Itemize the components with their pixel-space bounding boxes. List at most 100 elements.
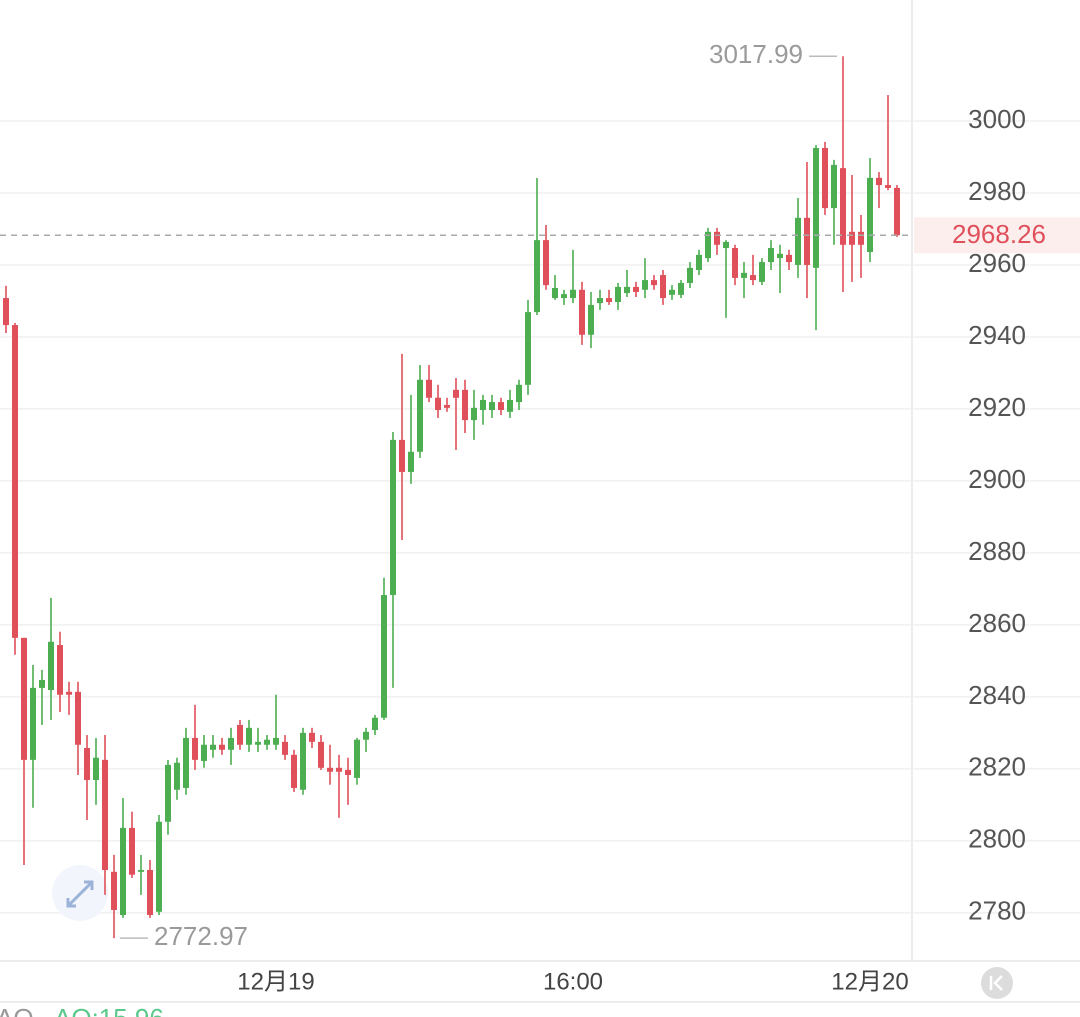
candle-body — [327, 767, 333, 772]
x-tick-label: 16:00 — [543, 968, 603, 995]
candle-body — [606, 298, 612, 303]
candle-body — [129, 827, 135, 875]
candle-body — [750, 275, 756, 281]
candle-body — [507, 399, 513, 412]
candle-body — [75, 691, 81, 745]
min-label: 2772.97 — [154, 921, 248, 951]
candle-body — [795, 217, 801, 265]
candle-body — [102, 759, 108, 871]
y-tick-label: 3000 — [968, 104, 1026, 134]
candle-body — [21, 637, 27, 760]
candle-body — [831, 164, 837, 209]
candle-body — [561, 294, 567, 299]
candle-body — [588, 304, 594, 335]
candle-body — [804, 217, 810, 265]
candle-body — [408, 451, 414, 472]
candle-body — [525, 312, 531, 385]
candle-body — [156, 821, 162, 912]
back-icon — [989, 975, 1003, 991]
candle-body — [3, 298, 9, 326]
candle-body — [597, 298, 603, 304]
candle-body — [669, 289, 675, 295]
candle-body — [570, 289, 576, 299]
y-tick-label: 2900 — [968, 464, 1026, 494]
candle-body — [57, 645, 63, 695]
candle-body — [885, 185, 891, 188]
indicator-name: AO — [0, 1003, 34, 1017]
candle-body — [489, 402, 495, 411]
candle-body — [255, 741, 261, 745]
candle-body — [480, 399, 486, 411]
x-tick-label: 12月19 — [237, 968, 314, 995]
candle-body — [363, 731, 369, 740]
y-tick-label: 2940 — [968, 320, 1026, 350]
candle-body — [453, 389, 459, 398]
candle-body — [876, 177, 882, 186]
candle-body — [417, 379, 423, 452]
candle-body — [894, 187, 900, 236]
y-tick-label: 2780 — [968, 896, 1026, 926]
candle-body — [183, 737, 189, 788]
candle-body — [219, 744, 225, 750]
y-tick-label: 2800 — [968, 824, 1026, 854]
candle-body — [345, 769, 351, 775]
candle-body — [786, 254, 792, 263]
candle-body — [354, 739, 360, 778]
candle-body — [759, 262, 765, 282]
candle-body — [732, 248, 738, 278]
candle-body — [579, 289, 585, 335]
candle-body — [426, 379, 432, 398]
candle-body — [246, 727, 252, 745]
candle-body — [381, 595, 387, 718]
candle-body — [12, 325, 18, 638]
candle-body — [48, 641, 54, 691]
candle-body — [372, 717, 378, 730]
candle-body — [705, 231, 711, 259]
candle-body — [651, 280, 657, 286]
candle-body — [111, 871, 117, 910]
candle-body — [858, 231, 864, 245]
candle-body — [777, 253, 783, 259]
candle-body — [165, 764, 171, 822]
candle-body — [282, 741, 288, 755]
y-tick-label: 2820 — [968, 752, 1026, 782]
candle-body — [399, 439, 405, 472]
candle-body — [318, 741, 324, 768]
candle-body — [516, 384, 522, 403]
candle-body — [660, 275, 666, 299]
last-price-label: 2968.26 — [952, 219, 1046, 249]
candle-body — [822, 147, 828, 209]
candle-body — [741, 272, 747, 278]
candle-body — [309, 732, 315, 742]
candle-body — [138, 870, 144, 872]
candle-body — [813, 147, 819, 268]
candle-body — [336, 767, 342, 772]
candle-body — [714, 231, 720, 245]
y-tick-label: 2920 — [968, 392, 1026, 422]
candle-body — [264, 739, 270, 745]
candle-body — [39, 679, 45, 688]
y-tick-label: 2840 — [968, 680, 1026, 710]
candle-body — [192, 737, 198, 760]
expand-button[interactable] — [52, 865, 108, 921]
x-tick-label: 12月20 — [831, 968, 908, 995]
candle-body — [840, 168, 846, 245]
candle-body — [615, 286, 621, 303]
candle-body — [723, 241, 729, 249]
y-tick-label: 2880 — [968, 536, 1026, 566]
back-to-latest-button[interactable] — [981, 967, 1013, 999]
candle-body — [210, 744, 216, 750]
candle-body — [300, 732, 306, 790]
candle-body — [849, 231, 855, 245]
candle-body — [534, 240, 540, 313]
last-price-box — [914, 217, 1080, 254]
max-label: 3017.99 — [709, 39, 803, 69]
y-tick-label: 2980 — [968, 176, 1026, 206]
expand-icon — [66, 880, 94, 908]
candle-body — [435, 397, 441, 411]
candle-body — [678, 282, 684, 295]
candle-body — [498, 402, 504, 411]
candle-body — [624, 286, 630, 294]
candle-body — [687, 267, 693, 283]
